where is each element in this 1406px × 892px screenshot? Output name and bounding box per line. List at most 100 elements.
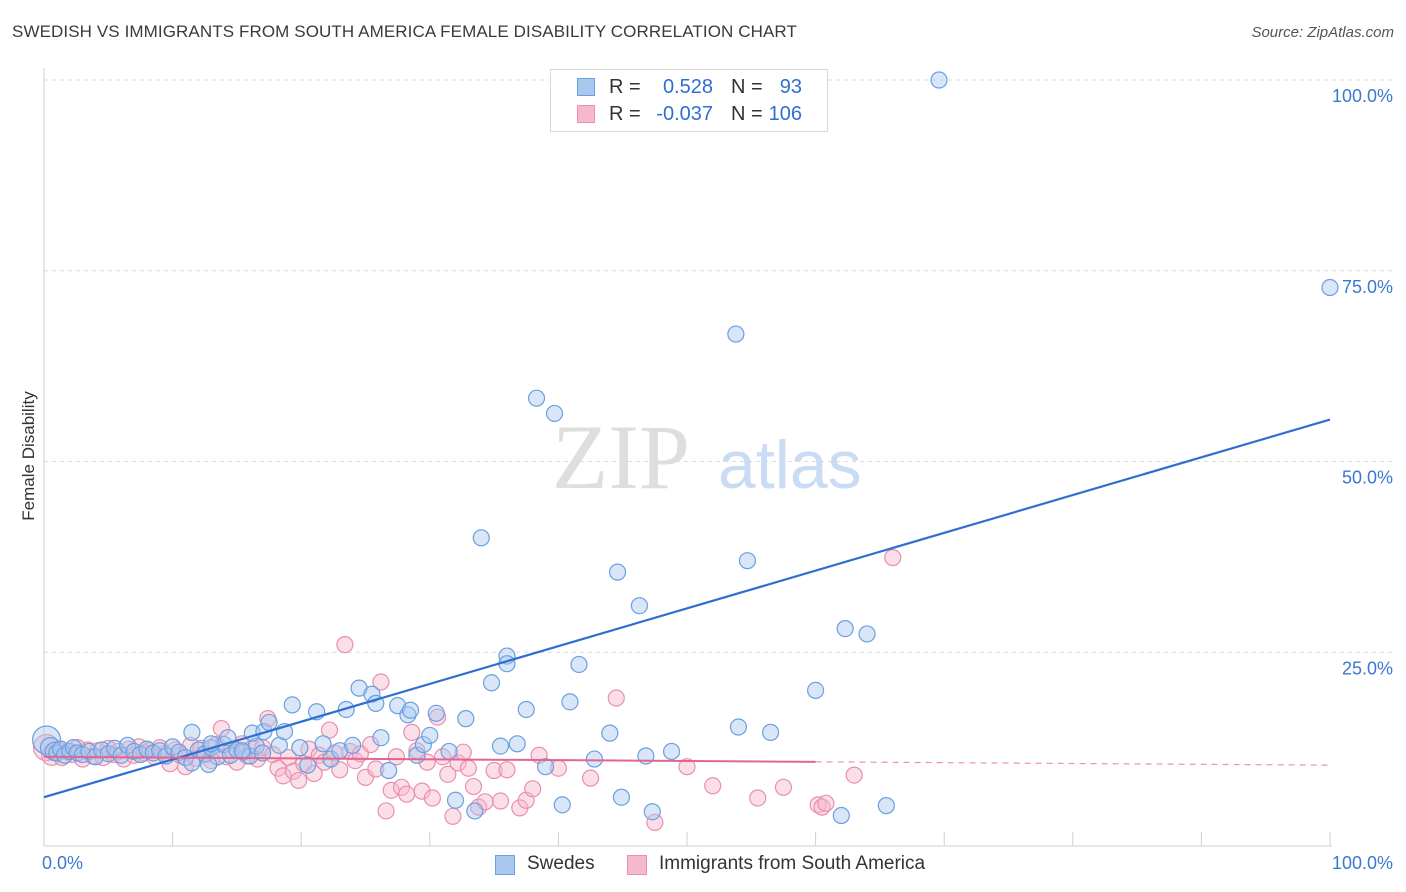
- grid-lines: [44, 79, 1392, 653]
- immigrants-point: [403, 723, 421, 741]
- swedes-point: [836, 619, 854, 638]
- swedes-point: [729, 718, 748, 736]
- immigrants-point: [372, 673, 390, 691]
- axes: [43, 68, 1332, 847]
- series-legend: Swedes Immigrants from South America: [0, 853, 1406, 877]
- immigrants-point: [444, 807, 462, 825]
- swedes-point: [112, 746, 130, 764]
- swedes-point: [601, 724, 619, 742]
- immigrants-point: [817, 794, 835, 812]
- legend-row-swedes: R = 0.528 N = 93: [551, 74, 827, 100]
- immigrants-swatch: [627, 855, 647, 875]
- swedes-point: [380, 761, 398, 780]
- swedes-point: [200, 755, 218, 774]
- immigrants-point: [774, 778, 793, 796]
- y-axis-title: Female Disability: [19, 391, 38, 521]
- swedes-point: [608, 563, 627, 581]
- immigrants-point: [423, 789, 441, 807]
- immigrants-point: [418, 753, 436, 771]
- immigrants-point: [485, 761, 503, 780]
- swedes-point: [446, 791, 465, 809]
- swedes-point: [414, 735, 432, 754]
- swedes-point: [118, 736, 137, 754]
- immigrants-point: [678, 758, 696, 776]
- legend-n-value: 106: [768, 103, 802, 125]
- immigrants-point: [274, 767, 292, 785]
- swedes-point: [517, 700, 535, 719]
- immigrants-point: [398, 785, 416, 803]
- swedes-point: [233, 742, 251, 760]
- swedes-point: [630, 597, 649, 615]
- immigrants-trend-extension: [815, 761, 1331, 766]
- swedes-label: Swedes: [527, 853, 595, 874]
- swedes-point: [260, 713, 278, 732]
- swedes-point: [806, 681, 825, 700]
- legend-r-label: R =: [609, 103, 641, 125]
- immigrants-point: [845, 766, 863, 784]
- swedes-point: [561, 693, 579, 711]
- trend-lines: [43, 418, 1331, 799]
- immigrants-point: [367, 760, 385, 778]
- source-label: Source: ZipAtlas.com: [1251, 24, 1394, 41]
- swedes-point: [570, 655, 588, 674]
- swedes-point: [254, 744, 272, 762]
- swedes-point: [508, 735, 526, 753]
- immigrants-point: [320, 721, 339, 739]
- swedes-point: [491, 737, 510, 755]
- swedes-point: [832, 806, 850, 825]
- tick-labels: 25.0% 50.0% 75.0% 100.0% 0.0% 100.0%: [42, 86, 1393, 873]
- immigrants-point: [439, 765, 457, 783]
- immigrants-point: [387, 748, 405, 766]
- swedes-point: [738, 552, 757, 570]
- immigrants-point: [459, 759, 477, 777]
- swedes-point: [727, 325, 745, 343]
- swedes-point: [1321, 278, 1339, 297]
- swedes-point: [401, 701, 420, 719]
- swedes-point: [457, 710, 475, 728]
- x-tick-label-min: 0.0%: [42, 853, 83, 873]
- legend-r-value: 0.528: [662, 76, 713, 98]
- immigrants-point: [491, 792, 510, 810]
- swedes-point: [643, 803, 661, 821]
- immigrants-point: [646, 813, 664, 831]
- swedes-point: [761, 723, 780, 741]
- immigrants-point: [498, 761, 516, 779]
- legend-r-label: R =: [609, 76, 641, 98]
- legend-swatch-pink: [577, 105, 595, 123]
- swedes-point: [930, 71, 948, 89]
- swedes-point: [283, 696, 301, 714]
- swedes-point: [482, 674, 501, 692]
- immigrants-point: [524, 780, 542, 798]
- swedes-point: [662, 742, 681, 761]
- immigrants-point: [464, 777, 483, 796]
- immigrants-point: [749, 789, 767, 807]
- swedes-point: [344, 736, 362, 754]
- swedes-point: [299, 756, 317, 774]
- y-tick-label: 25.0%: [1342, 658, 1393, 678]
- y-tick-label: 50.0%: [1342, 468, 1393, 488]
- swedes-point: [291, 739, 309, 757]
- swedes-point: [858, 625, 876, 643]
- x-tick-label-max: 100.0%: [1332, 853, 1393, 873]
- swedes-trend-line: [43, 418, 1331, 799]
- chart-title: SWEDISH VS IMMIGRANTS FROM SOUTH AMERICA…: [12, 22, 797, 41]
- immigrants-point: [704, 777, 722, 795]
- swedes-point: [399, 706, 417, 724]
- immigrants-point: [290, 771, 308, 790]
- swedes-point: [877, 797, 895, 815]
- swedes-point: [536, 758, 555, 776]
- swedes-point: [612, 788, 631, 806]
- swedes-point: [183, 723, 201, 741]
- immigrants-label: Immigrants from South America: [659, 853, 926, 874]
- y-tick-label: 75.0%: [1342, 277, 1393, 297]
- pink-series-points: [32, 549, 902, 831]
- swedes-point: [363, 685, 381, 703]
- immigrants-point: [581, 769, 600, 787]
- immigrants-point: [362, 735, 380, 754]
- watermark: ZIP atlas: [552, 406, 862, 508]
- immigrants-point: [336, 636, 354, 654]
- swedes-point: [466, 802, 484, 820]
- immigrants-point: [884, 549, 902, 567]
- swedes-point: [427, 704, 445, 722]
